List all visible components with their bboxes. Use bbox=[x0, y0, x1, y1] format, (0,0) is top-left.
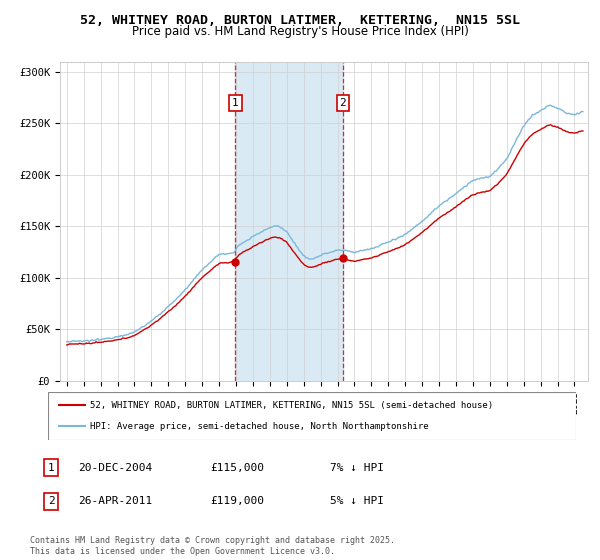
Text: 2: 2 bbox=[47, 496, 55, 506]
Text: Price paid vs. HM Land Registry's House Price Index (HPI): Price paid vs. HM Land Registry's House … bbox=[131, 25, 469, 38]
Text: 20-DEC-2004: 20-DEC-2004 bbox=[78, 463, 152, 473]
Text: £119,000: £119,000 bbox=[210, 496, 264, 506]
Text: 52, WHITNEY ROAD, BURTON LATIMER,  KETTERING,  NN15 5SL: 52, WHITNEY ROAD, BURTON LATIMER, KETTER… bbox=[80, 14, 520, 27]
Text: 26-APR-2011: 26-APR-2011 bbox=[78, 496, 152, 506]
Text: Contains HM Land Registry data © Crown copyright and database right 2025.
This d: Contains HM Land Registry data © Crown c… bbox=[30, 536, 395, 556]
Text: HPI: Average price, semi-detached house, North Northamptonshire: HPI: Average price, semi-detached house,… bbox=[90, 422, 429, 431]
Text: 2: 2 bbox=[340, 98, 346, 108]
Text: 5% ↓ HPI: 5% ↓ HPI bbox=[330, 496, 384, 506]
Bar bbox=[235, 62, 343, 381]
Text: 52, WHITNEY ROAD, BURTON LATIMER, KETTERING, NN15 5SL (semi-detached house): 52, WHITNEY ROAD, BURTON LATIMER, KETTER… bbox=[90, 401, 493, 410]
Text: 1: 1 bbox=[232, 98, 239, 108]
Text: £115,000: £115,000 bbox=[210, 463, 264, 473]
Text: 1: 1 bbox=[47, 463, 55, 473]
Text: 7% ↓ HPI: 7% ↓ HPI bbox=[330, 463, 384, 473]
